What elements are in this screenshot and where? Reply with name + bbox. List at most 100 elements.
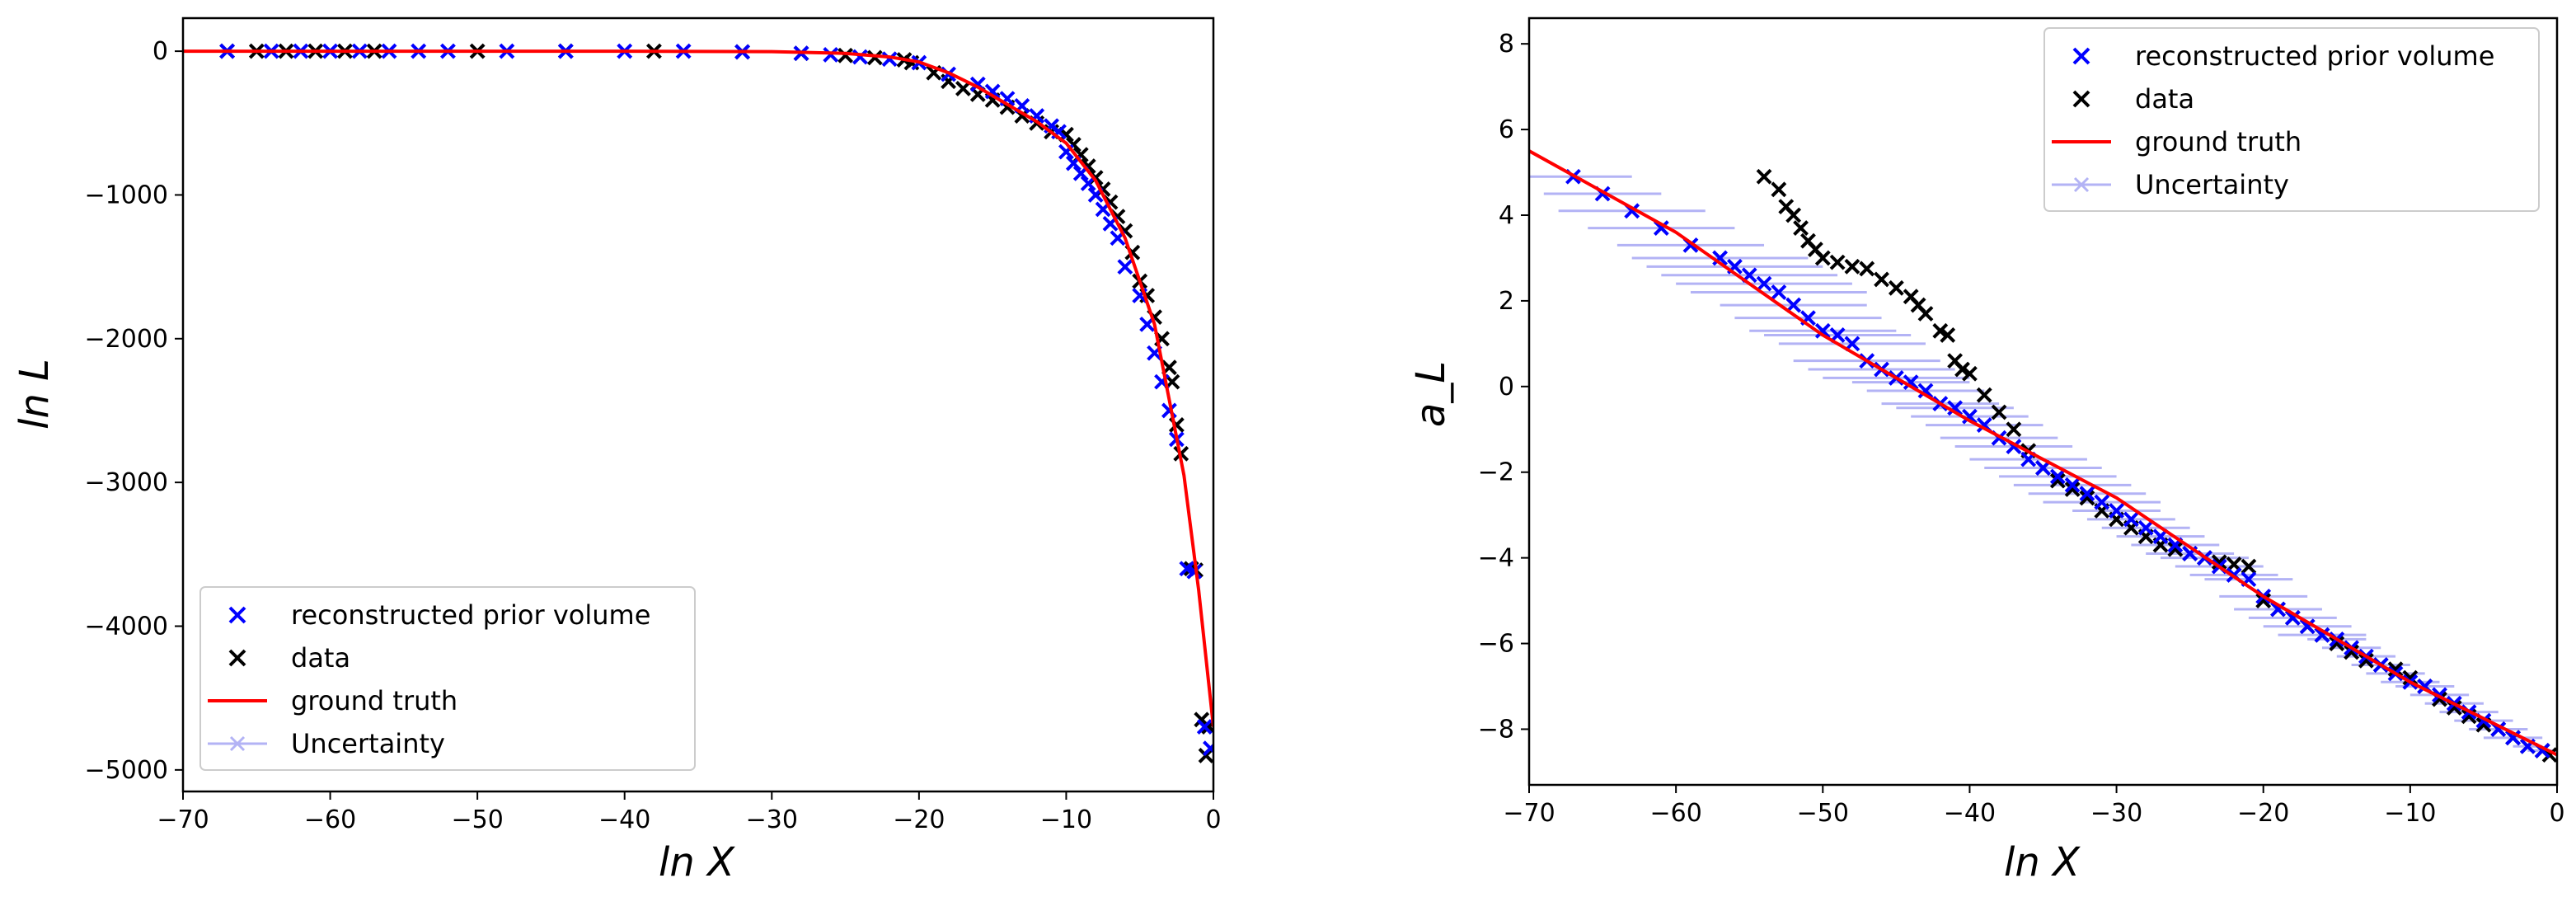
data-point xyxy=(2167,541,2184,557)
reconstructed-point xyxy=(1712,250,1728,266)
right-x-tick-label: −50 xyxy=(1797,799,1849,828)
reconstructed-point xyxy=(2299,618,2316,635)
left-y-axis-label: ln L xyxy=(12,359,58,430)
legend-label: ground truth xyxy=(2135,126,2302,157)
right-y-tick-label: −6 xyxy=(1478,630,1514,659)
reconstructed-point xyxy=(2137,519,2154,536)
data-point xyxy=(1874,271,1889,288)
left-plot-area xyxy=(183,43,1213,763)
left-x-axis-label: ln X xyxy=(659,839,735,885)
reconstructed-point xyxy=(2284,609,2301,626)
legend-box xyxy=(2043,27,2540,212)
data-point xyxy=(1198,747,1213,763)
reconstructed-point xyxy=(1771,284,1787,300)
legend-label: reconstructed prior volume xyxy=(2135,40,2494,72)
ground-truth-line xyxy=(1529,149,2557,757)
reconstructed-point xyxy=(1203,740,1213,757)
legend-label: Uncertainty xyxy=(2135,169,2289,200)
right-y-tick-label: 2 xyxy=(1499,287,1514,316)
reconstructed-point xyxy=(1653,220,1669,236)
reconstructed-point xyxy=(1756,275,1772,292)
right-y-tick-label: −2 xyxy=(1478,458,1514,487)
legend-label: data xyxy=(2135,83,2194,115)
reconstructed-point xyxy=(2094,494,2110,510)
left-y-tick-label: −4000 xyxy=(85,612,168,641)
reconstructed-point xyxy=(1947,400,1964,416)
data-point xyxy=(1785,207,1802,223)
reconstructed-point xyxy=(1186,563,1203,580)
left-y-tick-label: 0 xyxy=(152,37,168,66)
right-y-axis-label: a_L xyxy=(1408,361,1454,427)
legend-handle-uncertainty xyxy=(2073,176,2090,193)
data-point xyxy=(2211,554,2227,571)
data-point xyxy=(1829,254,1846,270)
right-y-tick-label: −8 xyxy=(1478,715,1514,744)
data-point xyxy=(1991,404,2007,420)
legend-handle-marker xyxy=(228,606,246,624)
right-y-tick-label: 6 xyxy=(1499,115,1514,144)
data-point xyxy=(2079,490,2095,506)
data-point xyxy=(1756,168,1772,185)
left-x-tick-label: −30 xyxy=(746,805,798,834)
reconstructed-point xyxy=(2049,468,2066,485)
legend-label: Uncertainty xyxy=(291,728,445,759)
ground-truth-line xyxy=(183,49,1213,727)
legend-label: data xyxy=(291,642,350,674)
right-x-tick-label: −20 xyxy=(2237,799,2289,828)
right-y-tick-label: −4 xyxy=(1478,544,1514,573)
data-point xyxy=(2049,472,2066,489)
data-point xyxy=(2402,669,2419,686)
data-point xyxy=(2344,644,2360,660)
reconstructed-point xyxy=(1917,383,1934,399)
left-y-tick-label: −1000 xyxy=(85,181,168,209)
data-point xyxy=(1932,322,1949,339)
left-x-tick-label: −10 xyxy=(1040,805,1092,834)
data-point xyxy=(2006,421,2022,438)
right-x-tick-label: −30 xyxy=(2090,799,2142,828)
data-point xyxy=(2255,593,2272,609)
reconstructed-point xyxy=(1196,719,1213,735)
legend-box xyxy=(199,586,696,771)
data-point xyxy=(2064,481,2081,497)
right-x-tick-label: −70 xyxy=(1503,799,1555,828)
data-point xyxy=(838,47,853,63)
chart-right: ln X a_L −70 −60 −50 −40 −30 −20 −10 0 8 6 4 2 0 −2 −4… xyxy=(1408,16,2565,885)
right-x-tick-label: 0 xyxy=(2549,799,2564,828)
reconstructed-point xyxy=(984,83,1001,100)
reconstructed-point xyxy=(1962,408,1978,425)
legend-label: ground truth xyxy=(291,685,457,716)
data-point xyxy=(1954,361,1970,378)
left-x-tick-label: −40 xyxy=(598,805,650,834)
left-x-tick-label: −50 xyxy=(451,805,503,834)
reconstructed-point xyxy=(1814,322,1831,339)
left-y-tick-label: −2000 xyxy=(85,325,168,354)
right-x-tick-label: −10 xyxy=(2384,799,2436,828)
reconstructed-point xyxy=(852,49,868,65)
legend-label: reconstructed prior volume xyxy=(291,599,650,631)
legend-handle-marker xyxy=(2072,90,2090,108)
data-point xyxy=(1771,181,1787,198)
left-y-tick-label: −3000 xyxy=(85,468,168,497)
reconstructed-point xyxy=(823,47,839,63)
data-point xyxy=(1940,327,1956,343)
reconstructed-point xyxy=(2314,627,2330,643)
data-point xyxy=(1859,261,1875,277)
right-x-tick-label: −60 xyxy=(1649,799,1701,828)
chart-left: ln X ln L −70 −60 −50 −40 −30 −20 −10 00−1000−2… xyxy=(12,16,1222,885)
data-point xyxy=(2387,661,2404,678)
data-point xyxy=(1844,258,1860,275)
reconstructed-point xyxy=(1117,259,1133,275)
right-y-tick-label: 0 xyxy=(1499,373,1514,402)
right-y-tick-label: 4 xyxy=(1499,201,1514,230)
data-point xyxy=(1888,279,1904,296)
reconstructed-point xyxy=(2079,486,2095,502)
data-point xyxy=(866,49,883,66)
reconstructed-point xyxy=(881,51,898,68)
left-y-tick-label: −5000 xyxy=(85,756,168,785)
left-x-tick-label: 0 xyxy=(1205,805,1221,834)
data-point xyxy=(1793,220,1809,236)
data-point xyxy=(1814,250,1831,266)
legend-handle-uncertainty xyxy=(229,735,246,752)
data-point xyxy=(2241,558,2257,575)
